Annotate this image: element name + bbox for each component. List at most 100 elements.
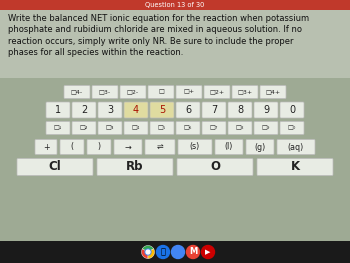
Text: □₇: □₇ [210, 125, 218, 130]
FancyBboxPatch shape [98, 102, 122, 118]
FancyBboxPatch shape [92, 85, 118, 99]
Text: ⇌: ⇌ [157, 143, 163, 151]
FancyBboxPatch shape [178, 139, 212, 154]
FancyBboxPatch shape [46, 102, 70, 118]
FancyBboxPatch shape [150, 102, 174, 118]
FancyBboxPatch shape [228, 122, 252, 134]
Circle shape [202, 245, 215, 259]
Text: Rb: Rb [126, 160, 144, 174]
FancyBboxPatch shape [124, 122, 148, 134]
Text: □+: □+ [183, 89, 195, 94]
Text: □4+: □4+ [265, 89, 281, 94]
FancyBboxPatch shape [228, 102, 252, 118]
FancyBboxPatch shape [0, 241, 350, 263]
Wedge shape [142, 245, 154, 252]
FancyBboxPatch shape [0, 0, 350, 10]
Text: 0: 0 [289, 105, 295, 115]
Text: +: + [43, 143, 49, 151]
Text: ): ) [97, 143, 100, 151]
FancyBboxPatch shape [64, 85, 90, 99]
FancyBboxPatch shape [176, 122, 200, 134]
Text: 5: 5 [159, 105, 165, 115]
Text: 3: 3 [107, 105, 113, 115]
Text: □₃: □₃ [106, 125, 114, 130]
Text: □₈: □₈ [236, 125, 244, 130]
FancyBboxPatch shape [148, 85, 174, 99]
FancyBboxPatch shape [202, 102, 226, 118]
FancyBboxPatch shape [254, 102, 278, 118]
FancyBboxPatch shape [46, 122, 70, 134]
Text: □₁: □₁ [54, 125, 62, 130]
FancyBboxPatch shape [60, 139, 84, 154]
FancyBboxPatch shape [35, 139, 57, 154]
Text: (: ( [70, 143, 74, 151]
FancyBboxPatch shape [177, 159, 253, 175]
Text: □₂: □₂ [80, 125, 88, 130]
Text: □2-: □2- [127, 89, 139, 94]
FancyBboxPatch shape [246, 139, 274, 154]
Text: 1: 1 [55, 105, 61, 115]
FancyBboxPatch shape [150, 122, 174, 134]
Text: □3+: □3+ [237, 89, 253, 94]
Circle shape [145, 249, 151, 255]
Text: 2: 2 [81, 105, 87, 115]
Circle shape [156, 245, 169, 259]
Text: Write the balanced NET ionic equation for the reaction when potassium
phosphate : Write the balanced NET ionic equation fo… [8, 14, 309, 57]
FancyBboxPatch shape [0, 10, 350, 78]
FancyBboxPatch shape [215, 139, 243, 154]
Text: □2+: □2+ [209, 89, 225, 94]
FancyBboxPatch shape [72, 102, 96, 118]
Text: →: → [125, 143, 131, 151]
FancyBboxPatch shape [277, 139, 315, 154]
FancyBboxPatch shape [0, 78, 350, 241]
FancyBboxPatch shape [204, 85, 230, 99]
Text: 9: 9 [263, 105, 269, 115]
Wedge shape [148, 249, 154, 259]
FancyBboxPatch shape [254, 122, 278, 134]
Text: □₄: □₄ [132, 125, 140, 130]
Text: Cl: Cl [49, 160, 61, 174]
FancyBboxPatch shape [280, 122, 304, 134]
Text: (l): (l) [225, 143, 233, 151]
FancyBboxPatch shape [98, 122, 122, 134]
Text: □₅: □₅ [158, 125, 166, 130]
FancyBboxPatch shape [232, 85, 258, 99]
Text: ▶: ▶ [205, 249, 211, 255]
FancyBboxPatch shape [124, 102, 148, 118]
Text: O: O [210, 160, 220, 174]
FancyBboxPatch shape [257, 159, 333, 175]
Text: (aq): (aq) [288, 143, 304, 151]
Text: 6: 6 [185, 105, 191, 115]
FancyBboxPatch shape [145, 139, 175, 154]
FancyBboxPatch shape [280, 102, 304, 118]
FancyBboxPatch shape [87, 139, 111, 154]
Circle shape [146, 250, 150, 254]
Circle shape [187, 245, 199, 259]
Text: □: □ [158, 89, 164, 94]
Text: □₉: □₉ [262, 125, 270, 130]
Text: (g): (g) [254, 143, 266, 151]
FancyBboxPatch shape [176, 85, 202, 99]
Text: □₆: □₆ [184, 125, 192, 130]
Text: □₀: □₀ [288, 125, 296, 130]
FancyBboxPatch shape [120, 85, 146, 99]
Text: (s): (s) [190, 143, 200, 151]
Text: 📁: 📁 [161, 247, 166, 256]
Text: Question 13 of 30: Question 13 of 30 [145, 2, 205, 8]
Text: □4-: □4- [71, 89, 83, 94]
Text: K: K [290, 160, 300, 174]
FancyBboxPatch shape [72, 122, 96, 134]
Wedge shape [141, 249, 148, 259]
FancyBboxPatch shape [176, 102, 200, 118]
Text: 7: 7 [211, 105, 217, 115]
Circle shape [172, 245, 184, 259]
Text: 4: 4 [133, 105, 139, 115]
Text: □3-: □3- [99, 89, 111, 94]
FancyBboxPatch shape [97, 159, 173, 175]
Text: 8: 8 [237, 105, 243, 115]
Text: M: M [189, 247, 197, 256]
FancyBboxPatch shape [114, 139, 142, 154]
FancyBboxPatch shape [17, 159, 93, 175]
FancyBboxPatch shape [260, 85, 286, 99]
FancyBboxPatch shape [202, 122, 226, 134]
